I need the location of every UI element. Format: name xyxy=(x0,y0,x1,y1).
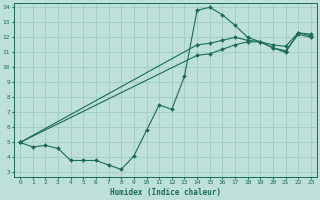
X-axis label: Humidex (Indice chaleur): Humidex (Indice chaleur) xyxy=(110,188,221,197)
